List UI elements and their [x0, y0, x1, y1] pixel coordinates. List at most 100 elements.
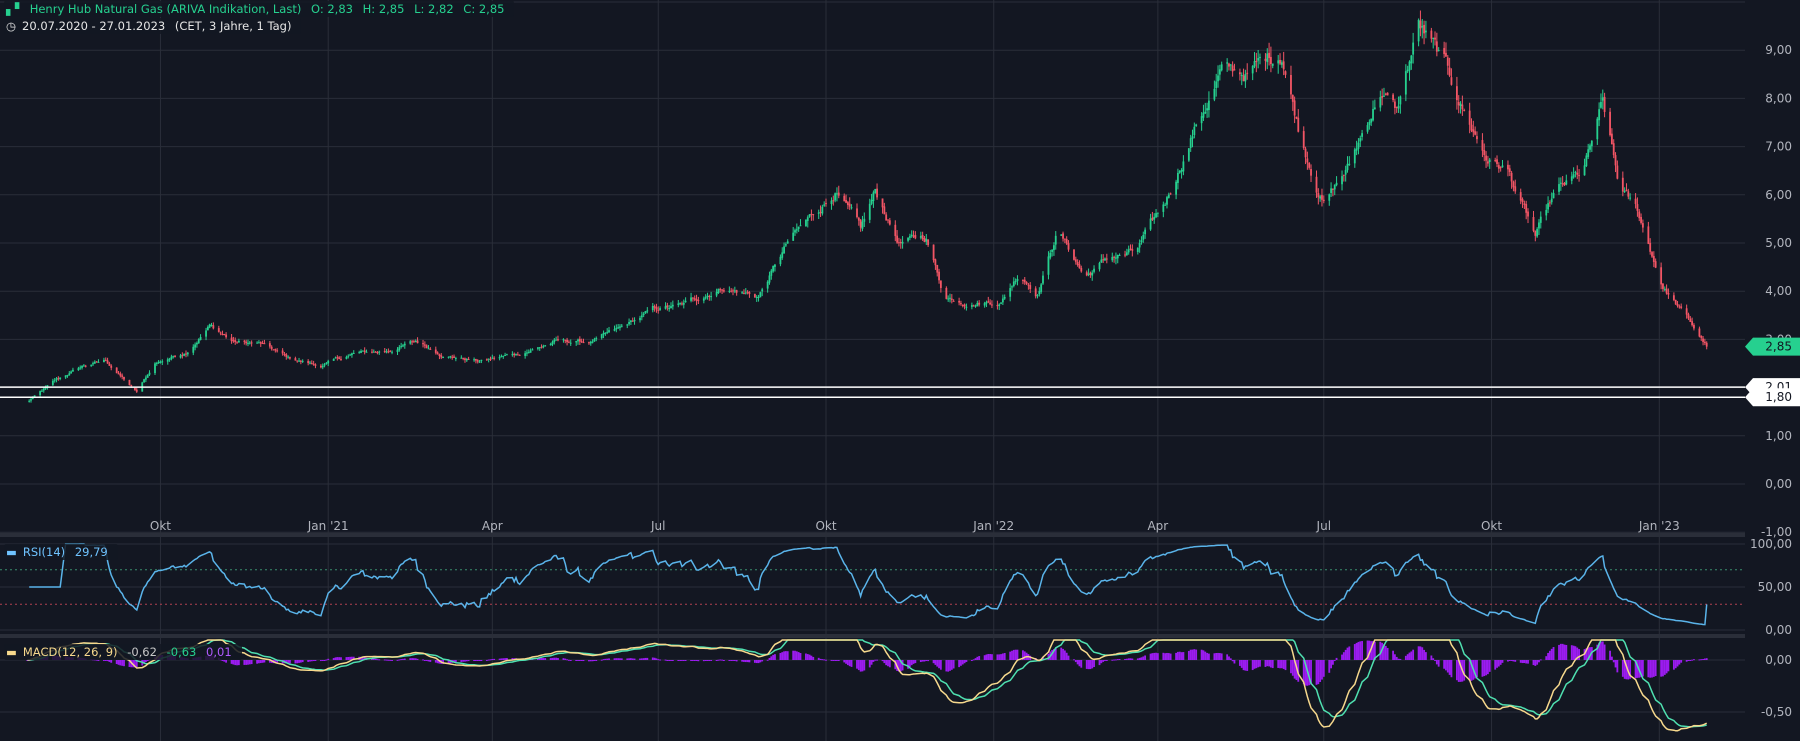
histogram-bar [1372, 641, 1374, 660]
candle-body [836, 193, 838, 195]
histogram-bar [808, 654, 811, 660]
histogram-bar [1406, 654, 1409, 660]
histogram-bar [1317, 660, 1320, 685]
histogram-bar [1051, 650, 1054, 660]
histogram-bar [1587, 647, 1590, 660]
histogram-bar [237, 660, 240, 666]
candle-body [196, 342, 198, 345]
candle-body [1271, 63, 1274, 66]
candle-body [1085, 272, 1088, 276]
candle-body [600, 334, 603, 339]
histogram-bar [952, 660, 955, 669]
candle-body [256, 342, 259, 344]
histogram-bar [383, 659, 386, 661]
candle-body [876, 188, 878, 198]
histogram-bar [1151, 653, 1154, 660]
candle-body [755, 296, 758, 298]
candle-body [555, 339, 558, 341]
histogram-bar [629, 658, 632, 660]
histogram-bar [932, 660, 935, 664]
candle-body [1167, 194, 1170, 198]
histogram-bar [1574, 646, 1577, 660]
candle-body [1472, 129, 1475, 133]
candle-body [639, 317, 641, 321]
histogram-bar [1629, 660, 1632, 679]
histogram-bar [1280, 660, 1283, 669]
histogram-bar [361, 656, 364, 660]
histogram-bar [691, 660, 694, 661]
candle-body [1392, 94, 1394, 101]
candle-body [93, 361, 96, 364]
histogram-bar [604, 658, 607, 660]
histogram-bar [786, 651, 789, 660]
histogram-bar [950, 660, 953, 670]
candle-body [850, 207, 853, 209]
candle-body [1476, 136, 1478, 140]
candle-body [908, 236, 911, 238]
candle-body [914, 234, 917, 239]
candle-body [460, 357, 463, 359]
histogram-bar [682, 660, 685, 661]
candle-body [1629, 197, 1632, 199]
candle-body [478, 361, 481, 363]
histogram-bar [436, 660, 439, 664]
candle-body [761, 289, 764, 292]
candle-body [566, 339, 568, 343]
macd-tick-label: 0,00 [1765, 653, 1792, 667]
histogram-bar [1512, 660, 1515, 662]
candle-body [247, 342, 249, 344]
candle-body [121, 375, 124, 377]
histogram-bar [1455, 660, 1458, 681]
line-price-label-text: 1,80 [1765, 390, 1792, 404]
candle-body [1280, 62, 1283, 65]
histogram-bar [819, 658, 822, 660]
candle-body [976, 302, 979, 307]
candle-body [1321, 195, 1323, 200]
histogram-bar [1368, 640, 1371, 660]
histogram-bar [555, 657, 558, 660]
histogram-bar [460, 660, 463, 662]
histogram-bar [1085, 660, 1088, 669]
histogram-bar [1000, 654, 1002, 660]
rsi-tick-label: 50,00 [1758, 580, 1792, 594]
histogram-bar [887, 660, 889, 667]
candle-body [1346, 163, 1349, 171]
candle-body [708, 296, 711, 298]
histogram-bar [1525, 660, 1528, 664]
candle-body [41, 390, 43, 392]
candle-body [1689, 318, 1692, 322]
candle-body [423, 344, 426, 346]
histogram-bar [299, 660, 302, 663]
candle-body [309, 362, 311, 364]
candle-body [843, 195, 846, 202]
candle-body [706, 295, 709, 298]
histogram-bar [1459, 660, 1462, 682]
candle-body [1193, 126, 1196, 136]
candle-body [1399, 96, 1402, 105]
candle-body [1395, 106, 1398, 108]
candle-body [172, 356, 175, 358]
histogram-bar [1434, 660, 1436, 661]
histogram-bar [722, 660, 725, 661]
histogram-bar [823, 659, 826, 661]
candle-body [759, 292, 762, 298]
candle-body [480, 359, 483, 362]
rsi-tick-label: 100,00 [1750, 537, 1792, 551]
candle-body [485, 359, 488, 361]
histogram-bar [837, 660, 840, 661]
candle-body [1342, 174, 1345, 176]
candle-body [272, 349, 275, 351]
candle-body [1702, 338, 1704, 342]
histogram-bar [606, 658, 609, 660]
candle-body [409, 341, 412, 344]
candle-body [668, 307, 671, 309]
histogram-bar [549, 658, 552, 660]
candle-body [1574, 172, 1577, 174]
candle-body [1393, 101, 1396, 108]
candle-body [1111, 256, 1114, 261]
candle-body [1105, 258, 1108, 260]
candle-body [925, 238, 928, 242]
histogram-bar [901, 660, 904, 671]
candle-body [564, 339, 567, 341]
